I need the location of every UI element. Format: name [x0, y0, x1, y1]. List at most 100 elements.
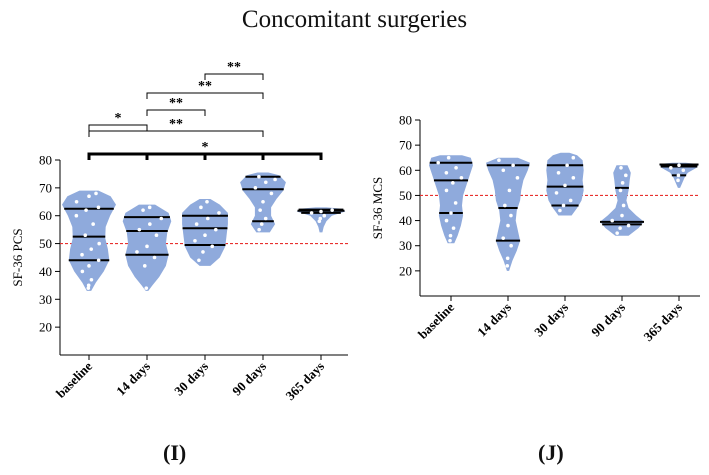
- data-point: [610, 218, 615, 223]
- y-tick-label: 80: [39, 153, 52, 168]
- data-point: [501, 236, 506, 240]
- data-point: [201, 250, 205, 254]
- data-point: [141, 208, 145, 212]
- data-point: [213, 227, 218, 232]
- data-point: [144, 286, 149, 290]
- data-point: [676, 173, 681, 178]
- data-point: [681, 168, 686, 173]
- data-point: [561, 203, 566, 208]
- data-point: [253, 186, 258, 190]
- data-point: [615, 231, 619, 235]
- data-point: [448, 238, 452, 243]
- figure-title: Concomitant surgeries: [241, 6, 468, 33]
- data-point: [505, 264, 510, 268]
- data-point: [261, 199, 265, 204]
- violin-90-days: [600, 165, 644, 236]
- data-point: [86, 286, 91, 290]
- data-point: [89, 247, 94, 251]
- data-point: [449, 211, 453, 215]
- data-point: [217, 211, 221, 215]
- data-point: [145, 244, 149, 249]
- data-point: [505, 256, 510, 261]
- x-tick-label: baseline: [415, 299, 457, 341]
- data-point: [554, 191, 559, 195]
- data-point: [94, 191, 98, 196]
- data-point: [210, 244, 215, 249]
- data-point: [568, 198, 573, 203]
- data-point: [194, 222, 199, 226]
- data-point: [80, 269, 85, 274]
- significance-label: *: [202, 140, 209, 155]
- data-point: [511, 163, 515, 168]
- data-point: [330, 208, 334, 212]
- data-point: [96, 258, 101, 263]
- data-point: [147, 205, 152, 210]
- data-point: [626, 223, 631, 228]
- x-tick-label: 14 days: [474, 300, 514, 340]
- data-point: [318, 216, 323, 221]
- data-point: [257, 227, 261, 232]
- data-point: [89, 277, 94, 282]
- data-point: [137, 227, 142, 232]
- data-point: [571, 176, 576, 180]
- x-tick-label: 30 days: [171, 359, 211, 399]
- data-point: [205, 199, 209, 204]
- data-point: [677, 163, 681, 168]
- data-point: [263, 216, 268, 221]
- data-point: [322, 213, 327, 218]
- data-point: [193, 238, 197, 243]
- chart-panel-j: 20 30 40 50 60 70 80 SF-36 MCS baseline 14 days 30…: [370, 113, 700, 344]
- panel-label-i: (I): [163, 440, 187, 465]
- data-point: [135, 250, 139, 254]
- data-point: [565, 163, 569, 168]
- significance-label: **: [169, 96, 183, 111]
- data-point: [258, 208, 262, 212]
- data-point: [501, 168, 506, 173]
- data-point: [509, 213, 513, 218]
- data-point: [558, 208, 562, 213]
- data-point: [74, 213, 79, 218]
- data-point: [624, 173, 628, 178]
- significance-label: **: [227, 60, 241, 75]
- data-point: [621, 203, 626, 208]
- data-point: [83, 233, 88, 238]
- chart-panel-i: 20 30 40 50 60 70 80 SF-36 PCS baseline 14 days 30…: [10, 60, 348, 403]
- data-point: [451, 181, 455, 185]
- data-point: [448, 233, 453, 238]
- data-point: [618, 188, 623, 193]
- y-tick-label: 30: [399, 238, 412, 253]
- y-tick-label: 40: [399, 213, 412, 228]
- data-point: [154, 233, 159, 238]
- data-point: [497, 158, 501, 163]
- data-point: [159, 216, 164, 221]
- data-point: [87, 264, 91, 268]
- data-point: [507, 188, 512, 193]
- y-axis-title: SF-36 PCS: [10, 228, 25, 286]
- y-tick-label: 60: [39, 208, 52, 223]
- data-point: [148, 222, 152, 226]
- data-point: [620, 213, 624, 218]
- violin-baseline: [429, 155, 473, 244]
- y-tick-label: 30: [39, 292, 52, 307]
- data-point: [199, 205, 203, 210]
- data-point: [91, 222, 95, 226]
- data-point: [205, 216, 210, 221]
- significance-bracket: [88, 124, 148, 131]
- data-point: [96, 205, 101, 210]
- data-point: [74, 199, 79, 204]
- significance-bracket: [146, 92, 264, 99]
- data-point: [454, 165, 458, 170]
- data-point: [619, 165, 623, 170]
- data-point: [620, 181, 625, 185]
- data-point: [446, 155, 451, 160]
- data-point: [509, 243, 513, 248]
- significance-bracket: [88, 130, 264, 137]
- data-point: [87, 194, 91, 199]
- data-point: [317, 219, 322, 224]
- x-tick-label: 30 days: [531, 300, 571, 340]
- significance-label: **: [169, 117, 183, 132]
- data-point: [506, 223, 510, 228]
- significance-bracket: [204, 73, 264, 80]
- violin-30-days: [182, 199, 228, 266]
